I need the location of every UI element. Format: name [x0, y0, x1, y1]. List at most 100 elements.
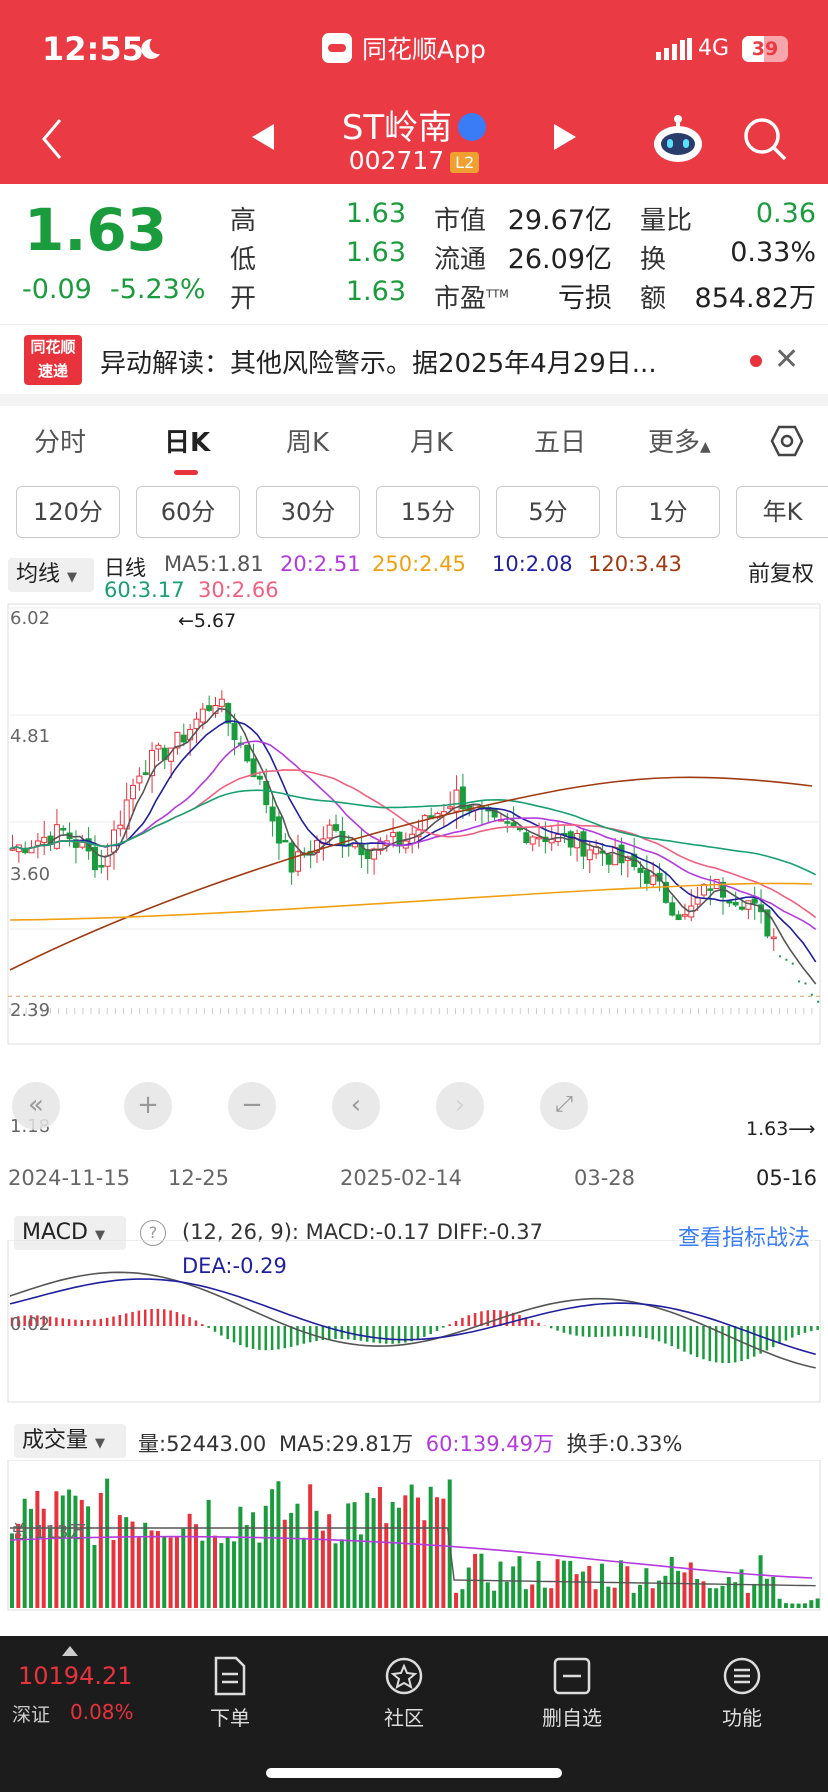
volume-bar [213, 1535, 217, 1608]
nav-remove-watchlist[interactable]: 删自选 [522, 1656, 622, 1731]
volume-ratio-value: 0.36 [755, 198, 816, 229]
zoom-out-icon[interactable]: − [228, 1082, 276, 1130]
volume-bar [745, 1592, 750, 1608]
volume-bar [219, 1543, 224, 1608]
nav-community[interactable]: 社区 [354, 1656, 454, 1731]
period-120min[interactable]: 120分 [16, 486, 120, 538]
news-banner[interactable]: 同花顺 速递 异动解读：其他风险警示。据2025年4月29日... [0, 324, 828, 394]
help-icon[interactable]: ? [140, 1220, 166, 1246]
stock-code: 002717 [348, 146, 445, 175]
volume-turnover: 换手:0.33% [566, 1432, 683, 1456]
volume-bar [625, 1566, 630, 1608]
period-1min[interactable]: 1分 [616, 486, 720, 538]
robot-assistant-icon[interactable] [652, 114, 704, 164]
period-30min[interactable]: 30分 [256, 486, 360, 538]
candle [371, 848, 378, 860]
rewind-icon[interactable]: « [12, 1082, 60, 1130]
header-bar: 12:55 同花顺App 4G 39 ST岭南 002717 L2 [0, 0, 828, 184]
volume-bar [60, 1495, 65, 1608]
ma-select[interactable]: 均线 ▼ [8, 558, 94, 592]
mcap-value: 29.67亿 [507, 205, 612, 236]
volume-bar [270, 1489, 275, 1608]
prev-stock-icon[interactable] [252, 124, 274, 150]
pe-label-text: 市盈 [434, 284, 487, 314]
candle [275, 816, 282, 844]
volume-bar [238, 1506, 243, 1608]
next-stock-icon[interactable] [554, 124, 576, 150]
zoom-in-icon[interactable]: + [124, 1082, 172, 1130]
volume-ma60: 60:139.49万 [425, 1432, 554, 1456]
candle [364, 850, 371, 860]
candle [739, 906, 746, 910]
volume-bar [10, 1533, 14, 1608]
volume-bar [371, 1498, 376, 1608]
fullscreen-icon[interactable]: ⤢ [540, 1082, 588, 1130]
close-icon[interactable]: ✕ [774, 342, 800, 377]
tab-timeshare[interactable]: 分时 [34, 428, 87, 458]
stock-code-line: 002717 L2 [0, 146, 828, 175]
search-icon[interactable] [742, 116, 788, 162]
volume-bar [733, 1582, 738, 1608]
period-5min[interactable]: 5分 [496, 486, 600, 538]
price-axis-label: 2.39 [10, 1000, 51, 1021]
ma20-value: 20:2.51 [280, 552, 361, 576]
volume-bar [511, 1566, 516, 1608]
nav-community-label: 社区 [384, 1706, 424, 1730]
volume-bar [688, 1562, 693, 1608]
news-text[interactable]: 异动解读：其他风险警示。据2025年4月29日... [100, 349, 657, 379]
settings-icon[interactable] [770, 424, 804, 458]
low-label: 低 [230, 245, 257, 275]
price-axis-label: 4.81 [10, 726, 51, 747]
tab-daily-k[interactable]: 日K [164, 428, 211, 458]
candle [662, 881, 669, 903]
index-value[interactable]: 10194.21 [18, 1662, 133, 1690]
expand-up-icon[interactable] [62, 1646, 78, 1656]
tab-weekly-k[interactable]: 周K [286, 428, 330, 458]
moon-icon [141, 38, 160, 59]
period-15min[interactable]: 15分 [376, 486, 480, 538]
tab-more[interactable]: 更多▲ [648, 422, 711, 459]
candle [612, 847, 619, 866]
candle [618, 844, 625, 864]
volume-bar [669, 1556, 674, 1608]
period-60min[interactable]: 60分 [136, 486, 240, 538]
macd-select[interactable]: MACD ▼ [14, 1216, 126, 1250]
back-icon[interactable] [40, 118, 64, 160]
candle [180, 734, 187, 743]
volume-bar [41, 1508, 46, 1608]
volume-value: 量:52443.00 [138, 1432, 267, 1456]
kline-chart[interactable] [0, 600, 828, 1160]
pe-label: 市盈TTM [434, 278, 509, 315]
period-yearly[interactable]: 年K [736, 486, 828, 538]
tab-five-day[interactable]: 五日 [534, 428, 587, 458]
ma60-value: 60:3.17 [104, 578, 185, 602]
candle [358, 844, 365, 856]
volume-bar [130, 1521, 135, 1608]
volume-bar [631, 1592, 636, 1608]
ma120-value: 120:3.43 [588, 552, 682, 576]
chevron-left-icon[interactable]: ‹ [332, 1082, 380, 1130]
volume-bar [707, 1588, 712, 1608]
candle [111, 829, 117, 853]
adjust-mode[interactable]: 前复权 [748, 562, 815, 587]
candle [770, 936, 777, 940]
volume-bar [200, 1540, 205, 1608]
last-price-marker: 1.63⟶ [746, 1118, 816, 1140]
candle [804, 982, 807, 985]
indicator-strategy-link[interactable]: 查看指标战法 [678, 1226, 811, 1251]
tab-monthly-k[interactable]: 月K [410, 428, 454, 458]
dea-line [9, 1278, 816, 1356]
volume-ma5-line [10, 1527, 816, 1587]
candle [523, 832, 530, 843]
diff-line [9, 1271, 816, 1369]
nav-functions[interactable]: 功能 [692, 1656, 792, 1731]
volume-bar [301, 1537, 306, 1608]
candle [396, 831, 403, 846]
volume-bar [441, 1498, 446, 1608]
volume-bar [289, 1512, 294, 1608]
chevron-right-icon[interactable]: › [436, 1082, 484, 1130]
nav-order[interactable]: 下单 [180, 1656, 280, 1731]
ma30-value: 30:2.66 [198, 578, 279, 602]
volume-select[interactable]: 成交量 ▼ [14, 1424, 126, 1458]
candle [98, 865, 105, 868]
